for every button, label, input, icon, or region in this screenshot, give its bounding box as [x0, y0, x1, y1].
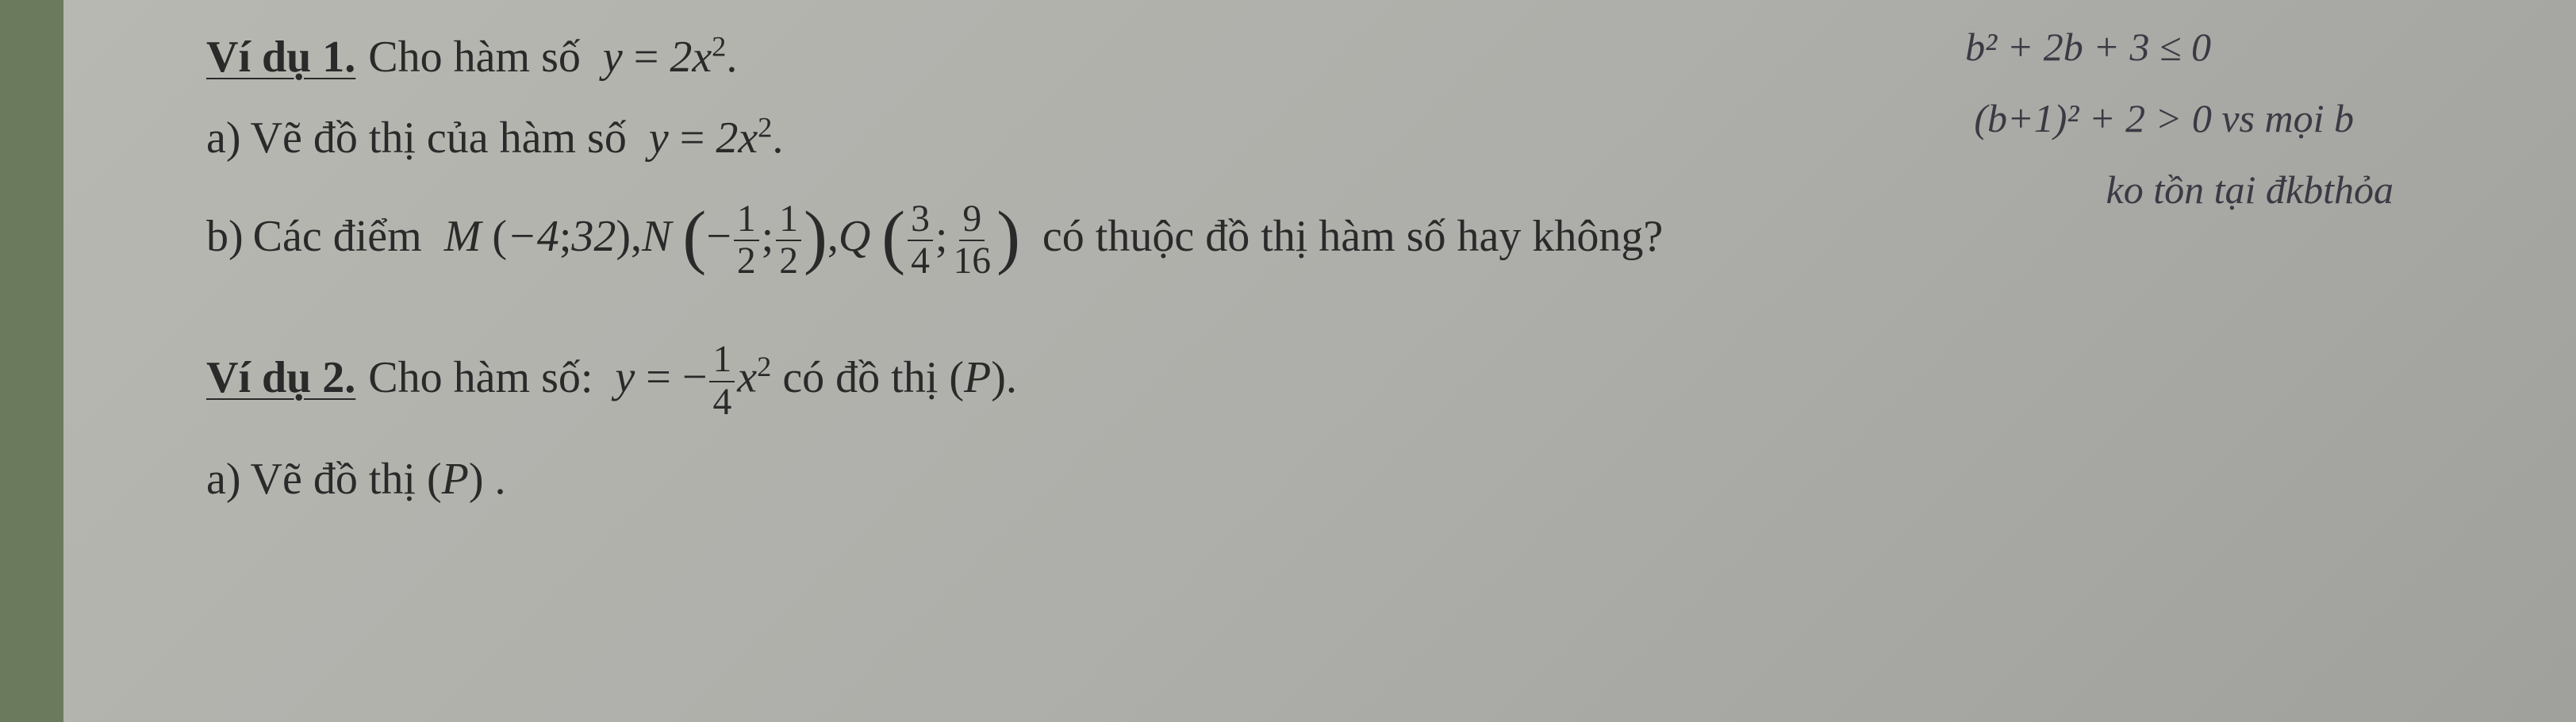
point-N: N (−12;12) [642, 187, 827, 294]
part-a-label: a) [206, 105, 241, 171]
point-M: M (−4;32) [444, 203, 631, 270]
textbook-page: Ví dụ 1. Cho hàm số y = 2x2 . a) Vẽ đồ t… [63, 0, 2576, 722]
example2-intro-text: Cho hàm số: [368, 344, 593, 411]
example1-function-end: . [726, 24, 737, 90]
handwriting-line1: b² + 2b + 3 ≤ 0 [1965, 24, 2211, 70]
part-b-label: b) [206, 203, 244, 270]
part-b-text-before: Các điểm [253, 203, 422, 270]
example2-part-a-label: a) [206, 446, 241, 513]
handwriting-line2: (b+1)² + 2 > 0 vs mọi b [1974, 95, 2354, 141]
handwriting-line3: ko tồn tại đkbthỏa [2106, 167, 2394, 213]
example1-label: Ví dụ 1. [206, 24, 355, 90]
part-a-text: Vẽ đồ thị của hàm số [251, 105, 627, 171]
part-a-function: y = 2x2 [649, 105, 773, 171]
example2-label: Ví dụ 2. [206, 344, 355, 411]
example2-part-a-text: Vẽ đồ thị [251, 446, 416, 513]
example2-text-after: có đồ thị [782, 344, 938, 411]
example2-part-a-line: a) Vẽ đồ thị (P) . [206, 446, 2497, 513]
example1-function: y = 2x2 [603, 24, 727, 90]
example1-intro-text: Cho hàm số [368, 24, 581, 90]
point-Q: Q (34;916) [839, 187, 1020, 294]
example2-function: y = −14x2 [615, 341, 771, 421]
part-a-end: . [772, 105, 783, 171]
part-b-text-after: có thuộc đồ thị hàm số hay không? [1042, 203, 1663, 270]
example2-heading-line: Ví dụ 2. Cho hàm số: y = −14x2 có đồ thị… [206, 341, 2497, 421]
